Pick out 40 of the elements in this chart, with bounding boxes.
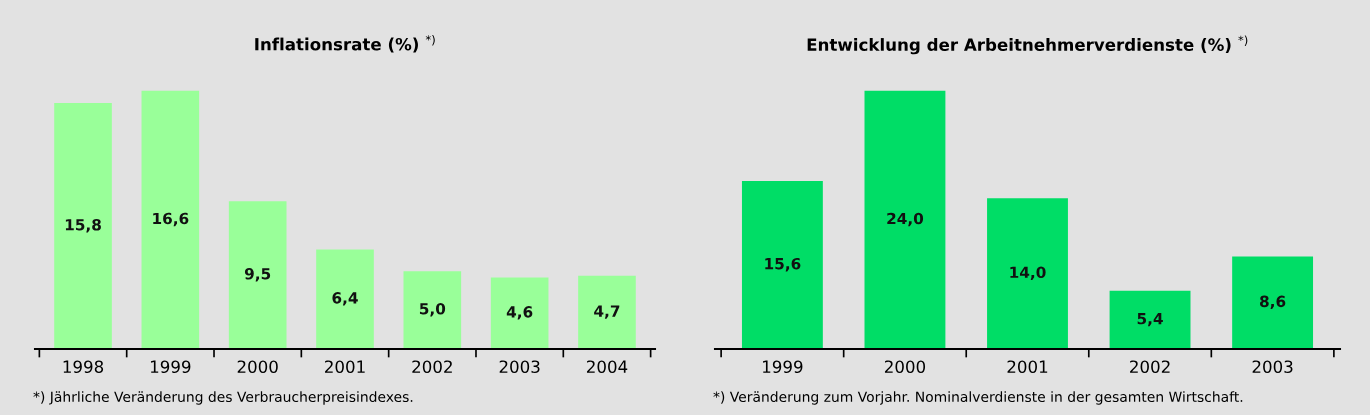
bar: [987, 198, 1068, 349]
data-label: 16,6: [153, 212, 189, 227]
data-label: 5,4: [1137, 313, 1163, 327]
x-tick-label: 2001: [325, 360, 365, 374]
x-tick-label: 2001: [1007, 360, 1048, 374]
data-label: 4,6: [506, 306, 533, 320]
bar: [228, 201, 287, 349]
chart-title: Inflationsrate (%) $^{*)}$: [255, 35, 435, 53]
data-label: 4,7: [594, 305, 620, 319]
chart-title: Entwicklung der Arbeitnehmerverdienste (%) $^{*)}$: [807, 35, 1248, 55]
x-tick-label: 1999: [150, 360, 191, 374]
bar: [578, 275, 636, 349]
bar: [1232, 256, 1314, 349]
data-label: 9,5: [244, 267, 271, 282]
bar: [54, 103, 112, 349]
bar: [316, 249, 374, 349]
x-tick-label: 2003: [499, 360, 540, 374]
data-label: 15,6: [765, 257, 801, 272]
data-label: 15,8: [65, 218, 101, 233]
x-tick-label: 2000: [884, 360, 926, 374]
bar: [141, 90, 200, 349]
data-label: 24,0: [887, 212, 924, 227]
bar: [403, 271, 462, 349]
x-tick-label: 2002: [412, 360, 452, 374]
bar: [490, 277, 549, 349]
data-label: 8,6: [1260, 295, 1286, 310]
x-tick-label: 1998: [63, 360, 104, 374]
bar: [864, 90, 946, 349]
text: *) Veränderung zum Vorjahr. Nominalverdienste in der gesamten Wirtschaft.: [713, 391, 1243, 405]
data-label: 6,4: [332, 292, 358, 306]
data-label: 5,0: [419, 302, 446, 317]
bar: [1109, 290, 1191, 349]
x-tick-label: 2002: [1130, 360, 1170, 374]
x-tick-label: 2000: [237, 360, 278, 374]
x-tick-label: 1999: [763, 360, 803, 374]
data-label: 14,0: [1010, 266, 1046, 281]
x-tick-label: 2003: [1252, 360, 1293, 374]
bar: [741, 181, 823, 349]
text: *) Jährliche Veränderung des Verbraucherpreisindexes.: [33, 391, 413, 405]
x-tick-label: 2004: [586, 360, 628, 374]
